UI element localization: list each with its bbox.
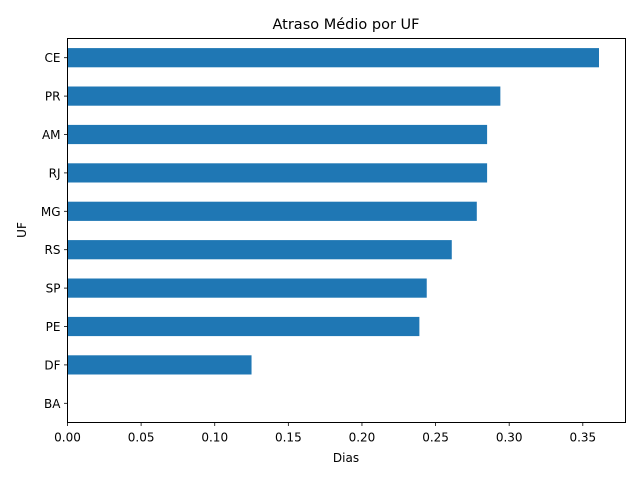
y-tick-label-am: AM bbox=[42, 128, 61, 142]
bar-sp bbox=[67, 278, 427, 298]
x-tick-label: 0.20 bbox=[349, 431, 376, 445]
x-tick-label: 0.30 bbox=[496, 431, 523, 445]
y-tick-label-df: DF bbox=[44, 358, 60, 372]
x-tick-label: 0.00 bbox=[54, 431, 81, 445]
bar-rs bbox=[67, 240, 452, 260]
x-tick-label: 0.35 bbox=[569, 431, 596, 445]
x-ticks-group: 0.00 0.05 0.10 0.15 0.20 0.25 0.30 0.35 bbox=[54, 422, 596, 445]
bar-rj bbox=[67, 163, 488, 183]
x-tick-label: 0.05 bbox=[128, 431, 155, 445]
bar-am bbox=[67, 124, 488, 145]
x-tick-label: 0.15 bbox=[275, 431, 302, 445]
y-tick-label-ba: BA bbox=[44, 397, 61, 411]
plot-frame bbox=[67, 38, 626, 423]
y-ticks-group: CE PR AM RJ MG RS SP PE DF BA bbox=[41, 51, 68, 411]
y-tick-label-rj: RJ bbox=[49, 166, 61, 180]
y-tick-label-rs: RS bbox=[45, 243, 61, 257]
x-axis-title: Dias bbox=[333, 451, 359, 465]
bar-pe bbox=[67, 316, 420, 337]
bar-ce bbox=[67, 48, 599, 68]
y-tick-label-ce: CE bbox=[45, 51, 61, 65]
y-tick-label-pr: PR bbox=[45, 90, 61, 104]
x-tick-label: 0.10 bbox=[201, 431, 228, 445]
y-axis-title: UF bbox=[15, 222, 29, 238]
bar-df bbox=[67, 355, 252, 375]
y-tick-label-sp: SP bbox=[46, 282, 61, 296]
bar-mg bbox=[67, 201, 477, 221]
x-tick-label: 0.25 bbox=[422, 431, 449, 445]
chart-title: Atraso Médio por UF bbox=[273, 17, 420, 33]
y-tick-label-mg: MG bbox=[41, 205, 61, 219]
y-tick-label-pe: PE bbox=[46, 320, 61, 334]
bar-pr bbox=[67, 86, 501, 106]
bars-group bbox=[67, 48, 599, 375]
